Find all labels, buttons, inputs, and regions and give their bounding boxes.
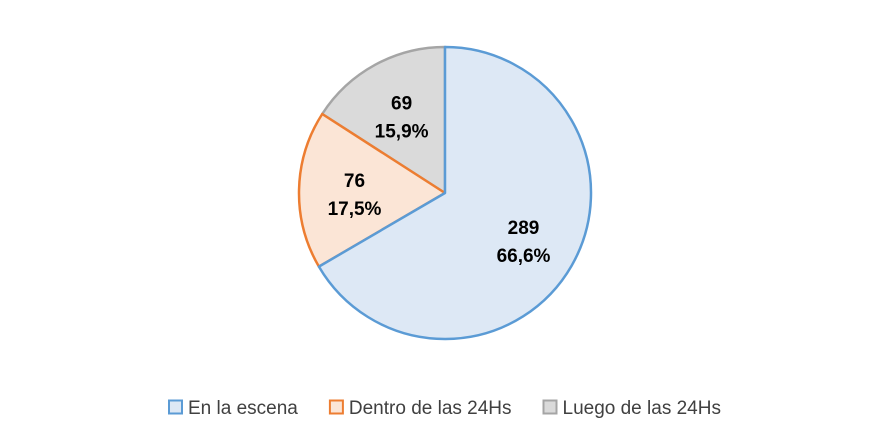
data-label-percent: 15,9% xyxy=(375,122,429,143)
legend-label: En la escena xyxy=(188,398,298,419)
legend-swatch xyxy=(328,399,344,415)
legend-item-luego-de-las-24hs: Luego de las 24Hs xyxy=(542,398,721,419)
data-label-value: 76 xyxy=(344,171,365,192)
legend-label: Dentro de las 24Hs xyxy=(349,398,512,419)
legend-item-en-la-escena: En la escena xyxy=(168,398,298,419)
data-label-en-la-escena: 289 66,6% xyxy=(497,218,551,267)
pie-slice-en-la-escena xyxy=(317,45,593,341)
pie-slice-dentro-de-las-24hs xyxy=(297,112,447,268)
legend-item-dentro-de-las-24hs: Dentro de las 24Hs xyxy=(328,398,512,419)
legend-swatch xyxy=(542,399,558,415)
legend: En la escena Dentro de las 24Hs Luego de l… xyxy=(168,398,721,419)
data-label-percent: 66,6% xyxy=(497,246,551,267)
data-label-dentro-de-las-24hs: 76 17,5% xyxy=(328,171,382,220)
data-label-percent: 17,5% xyxy=(328,199,382,220)
data-label-value: 289 xyxy=(508,218,540,239)
pie-data-labels: 289 66,6% 76 17,5% 69 15,9% xyxy=(328,94,551,268)
data-label-luego-de-las-24hs: 69 15,9% xyxy=(375,94,429,143)
legend-label: Luego de las 24Hs xyxy=(563,398,721,419)
pie-slice-luego-de-las-24hs xyxy=(320,45,447,195)
pie-slices xyxy=(297,45,593,341)
legend-swatch xyxy=(168,399,183,415)
data-label-value: 69 xyxy=(391,94,412,115)
